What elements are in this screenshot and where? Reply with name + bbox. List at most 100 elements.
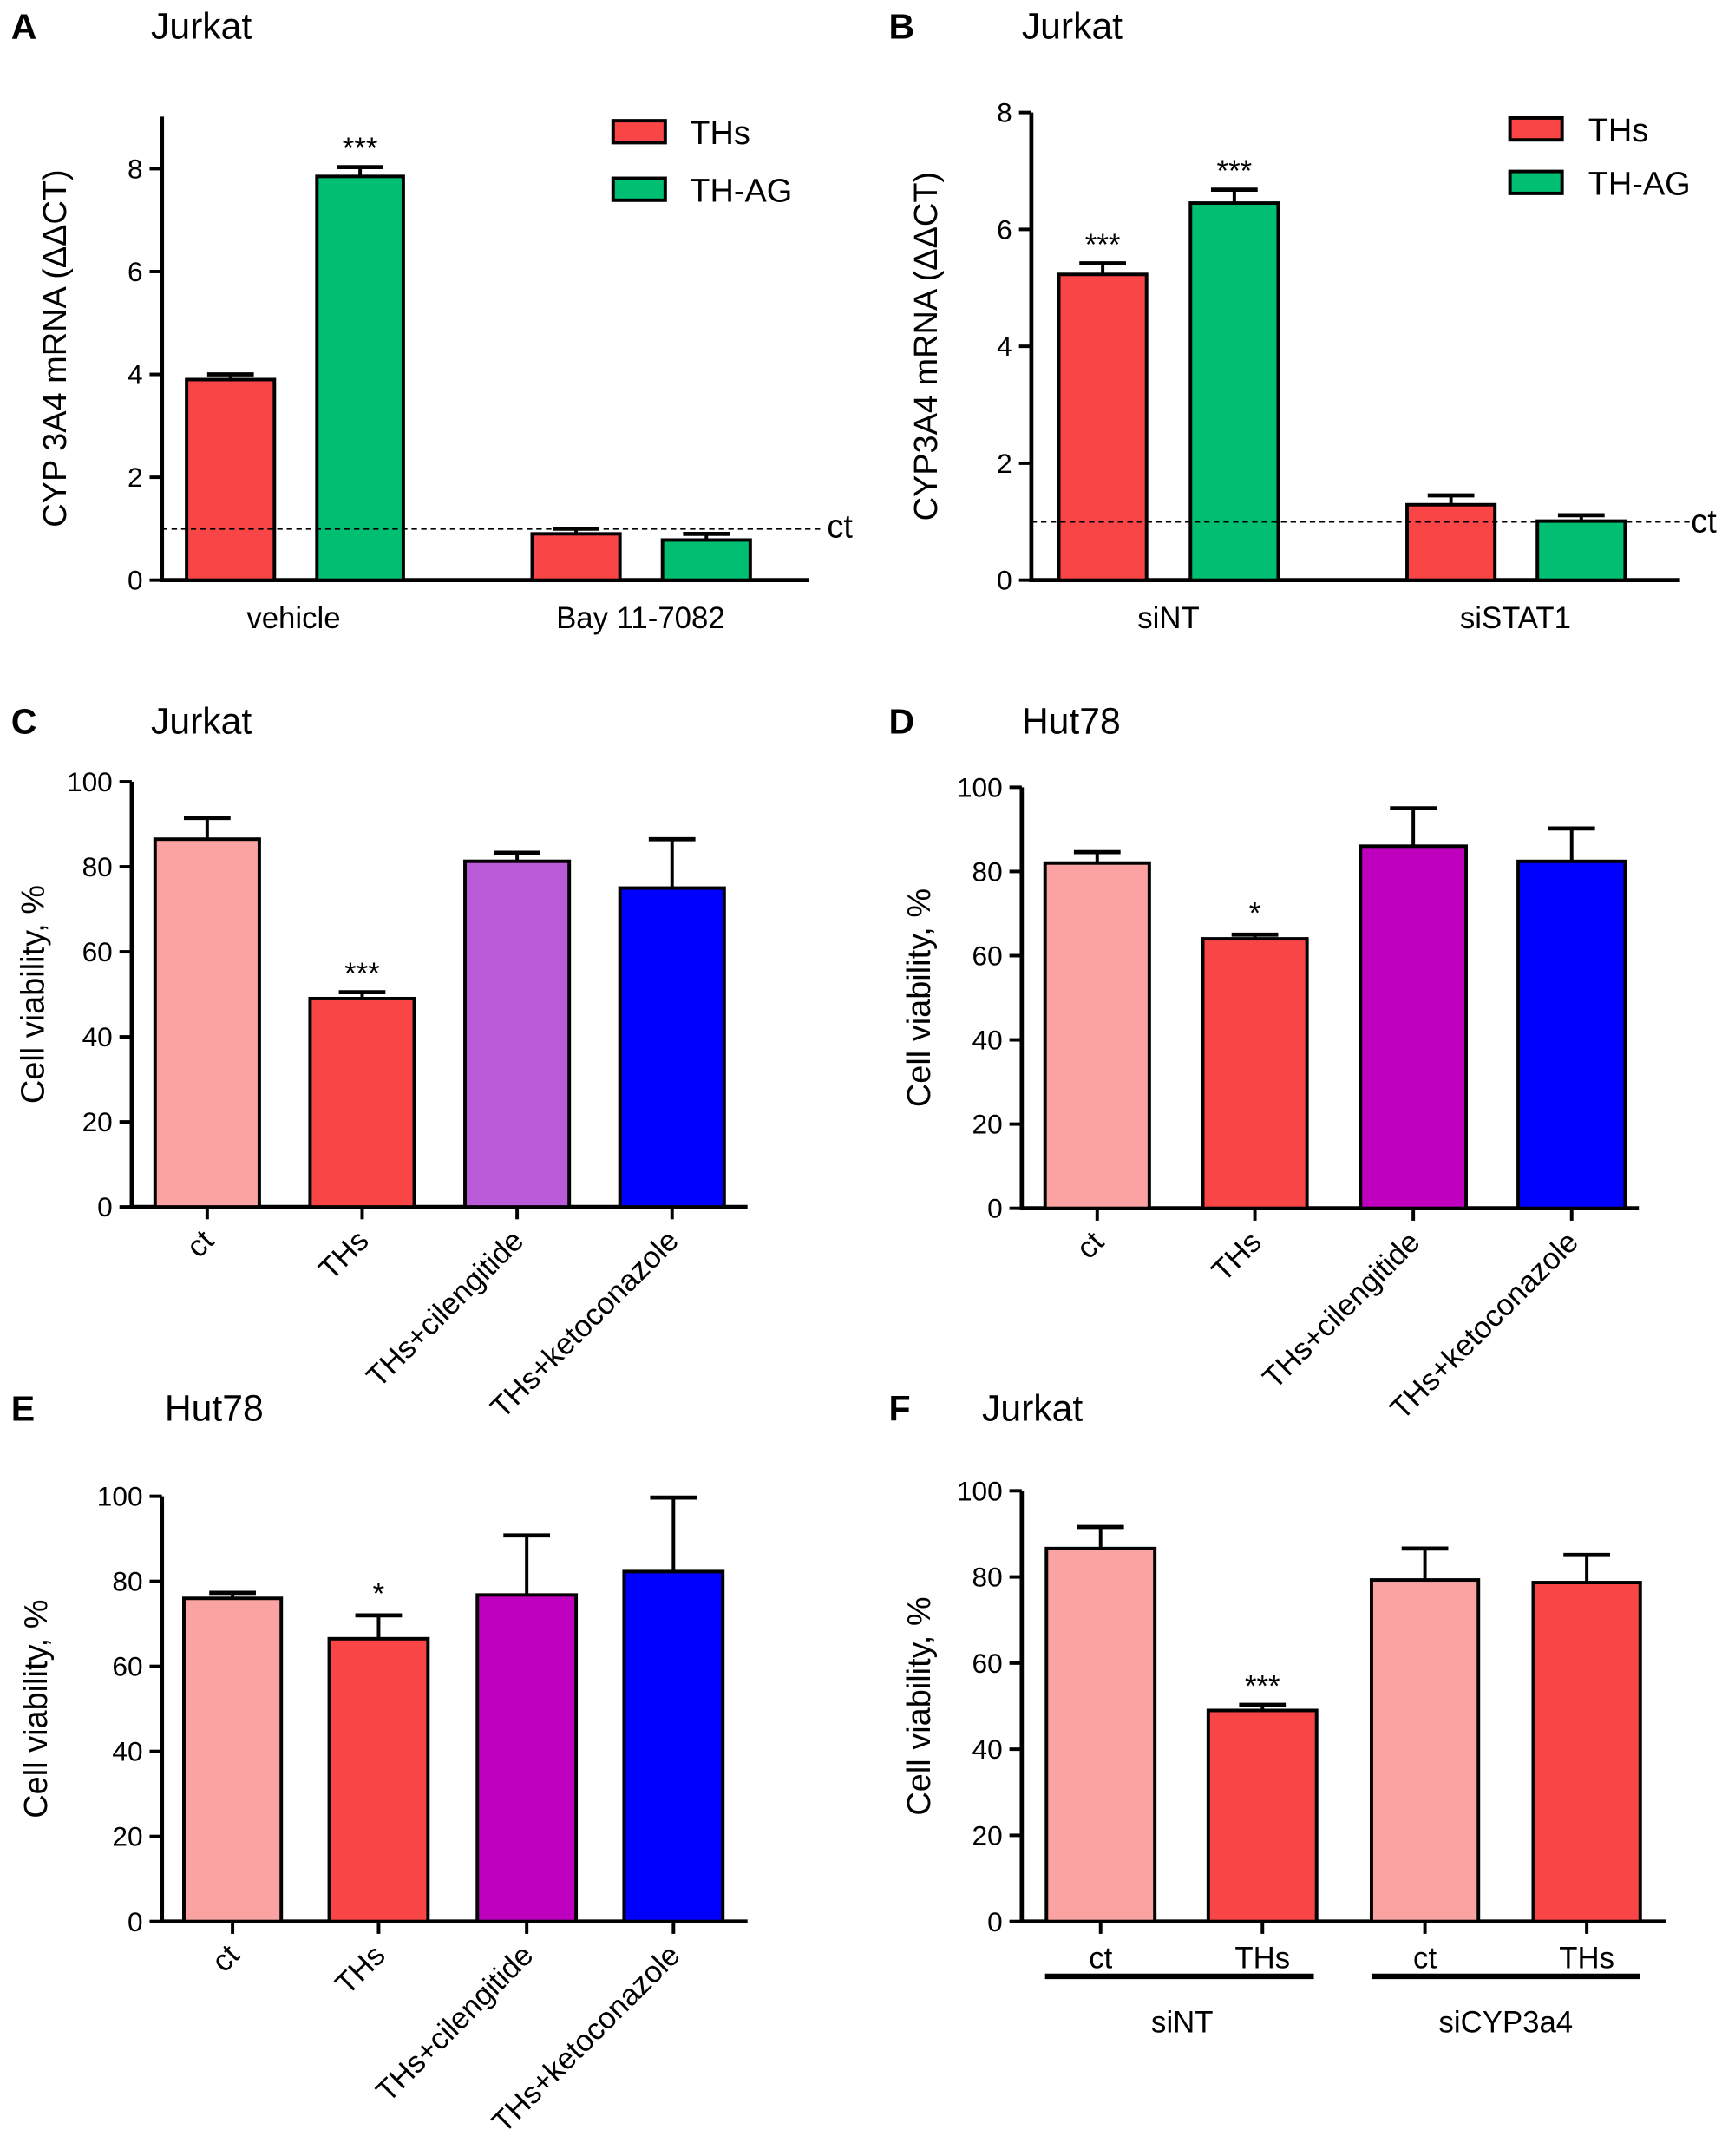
y-axis-label: CYP 3A4 mRNA (ΔΔCT) [37, 169, 74, 527]
chart-panel-f: F Jurkat 0 20 40 60 80 100 Cell viability, % ct **… [889, 1388, 1666, 2040]
y-tick-label: 80 [112, 1566, 142, 1597]
x-tick-label: siSTAT1 [1460, 602, 1571, 635]
x-tick-label: THs [1559, 1942, 1614, 1975]
legend-swatch [611, 176, 667, 202]
panel-label: B [889, 6, 915, 46]
x-tick-label: THs+cilengitide [361, 1224, 531, 1394]
y-axis-label: CYP3A4 mRNA (ΔΔCT) [908, 172, 945, 521]
y-tick-label: 0 [128, 1906, 143, 1937]
legend-swatch [1508, 169, 1564, 195]
x-tick-label: ct [1413, 1942, 1437, 1975]
legend-label: THs [1588, 113, 1649, 149]
y-tick-label: 20 [112, 1821, 142, 1852]
chart-panel-d: D Hut78 0 20 40 60 80 100 Cell viability, % ct * TH… [889, 701, 1640, 1426]
y-tick-label: 40 [82, 1021, 113, 1052]
y-tick-label: 20 [972, 1109, 1003, 1140]
bar [463, 859, 572, 1209]
y-tick-label: 60 [972, 1648, 1003, 1679]
y-tick-label: 2 [997, 448, 1012, 479]
x-tick-label: THs [313, 1224, 376, 1287]
bar [1516, 859, 1627, 1210]
chart-title: Jurkat [151, 701, 252, 743]
significance-marker: * [1249, 898, 1261, 931]
bar [618, 886, 726, 1209]
group-label: siCYP3a4 [1439, 2007, 1574, 2040]
x-tick-label: THs+cilengitide [1257, 1226, 1427, 1396]
legend-label: TH-AG [690, 173, 792, 209]
significance-marker: *** [1245, 1671, 1280, 1704]
y-tick-label: 40 [972, 1733, 1003, 1765]
x-tick-label: ct [1070, 1225, 1110, 1265]
bar [1188, 201, 1280, 582]
y-tick-label: 4 [128, 359, 143, 390]
legend-label: TH-AG [1588, 166, 1691, 202]
chart-panel-a: A Jurkat 0 2 4 6 8 CYP 3A4 mRNA (ΔΔCT) *** vehicl… [11, 5, 854, 635]
y-tick-label: 6 [128, 256, 143, 287]
chart-title: Hut78 [165, 1388, 264, 1430]
bar [1369, 1578, 1481, 1923]
group-label: siNT [1151, 2007, 1213, 2040]
bar [308, 996, 416, 1209]
bar [622, 1569, 725, 1923]
y-axis-label: Cell viability, % [16, 885, 52, 1104]
chart-title: Jurkat [1022, 5, 1123, 47]
panel-label: E [11, 1389, 35, 1429]
x-tick-label: Bay 11-7082 [556, 602, 725, 635]
panel-label: D [889, 702, 915, 742]
panel-label: A [11, 6, 37, 46]
bar [1206, 1708, 1319, 1923]
y-tick-label: 40 [972, 1025, 1003, 1056]
bar [1535, 519, 1627, 582]
x-tick-label: THs [1234, 1942, 1290, 1975]
legend-swatch [611, 119, 667, 145]
x-tick-label: THs [330, 1939, 392, 2002]
significance-marker: * [373, 1578, 385, 1611]
significance-marker: *** [343, 133, 378, 166]
legend-label: THs [690, 115, 750, 152]
y-tick-label: 6 [997, 213, 1012, 245]
chart-title: Hut78 [1022, 701, 1121, 743]
x-tick-label: ct [1089, 1942, 1112, 1975]
x-tick-label: vehicle [246, 602, 340, 635]
x-tick-label: THs [1206, 1226, 1268, 1288]
bar [1201, 937, 1309, 1210]
chart-panel-e: E Hut78 0 20 40 60 80 100 Cell viability, % ct * TH… [11, 1388, 748, 2140]
y-tick-label: 20 [972, 1819, 1003, 1851]
significance-marker: *** [1085, 229, 1121, 262]
panel-label: F [889, 1389, 911, 1429]
bar [1057, 272, 1149, 582]
significance-marker: *** [344, 958, 380, 991]
panel-label: C [11, 702, 37, 742]
y-tick-label: 80 [82, 851, 113, 882]
y-tick-label: 80 [972, 1562, 1003, 1593]
y-tick-label: 0 [97, 1191, 113, 1222]
bar [185, 377, 277, 582]
chart-title: Jurkat [982, 1388, 1083, 1430]
y-axis-label: Cell viability, % [18, 1600, 55, 1819]
chart-panel-b: B Jurkat 0 2 4 6 8 CYP3A4 mRNA (ΔΔCT) *** *** siNT… [889, 5, 1718, 635]
bar [1044, 1546, 1157, 1923]
reference-line-label: ct [827, 509, 853, 546]
y-tick-label: 100 [957, 771, 1003, 803]
chart-title: Jurkat [151, 5, 252, 47]
y-tick-label: 100 [957, 1475, 1003, 1506]
chart-panel-c: C Jurkat 0 20 40 60 80 100 Cell viability, % ct **… [11, 701, 748, 1425]
y-tick-label: 20 [82, 1106, 113, 1137]
bar [153, 837, 261, 1209]
bar [530, 532, 622, 582]
y-tick-label: 60 [112, 1651, 142, 1682]
y-tick-label: 40 [112, 1736, 142, 1767]
significance-marker: *** [1217, 155, 1253, 188]
bar [327, 1636, 430, 1923]
y-tick-label: 100 [67, 766, 113, 797]
y-tick-label: 0 [987, 1906, 1003, 1937]
y-axis-label: Cell viability, % [901, 888, 938, 1107]
x-tick-label: siNT [1137, 602, 1199, 635]
y-tick-label: 100 [97, 1481, 143, 1512]
bar [1531, 1581, 1642, 1923]
reference-line-label: ct [1691, 503, 1717, 540]
y-tick-label: 0 [997, 565, 1012, 596]
y-tick-label: 8 [997, 97, 1012, 128]
bar [660, 538, 752, 582]
y-axis-label: Cell viability, % [901, 1596, 938, 1815]
